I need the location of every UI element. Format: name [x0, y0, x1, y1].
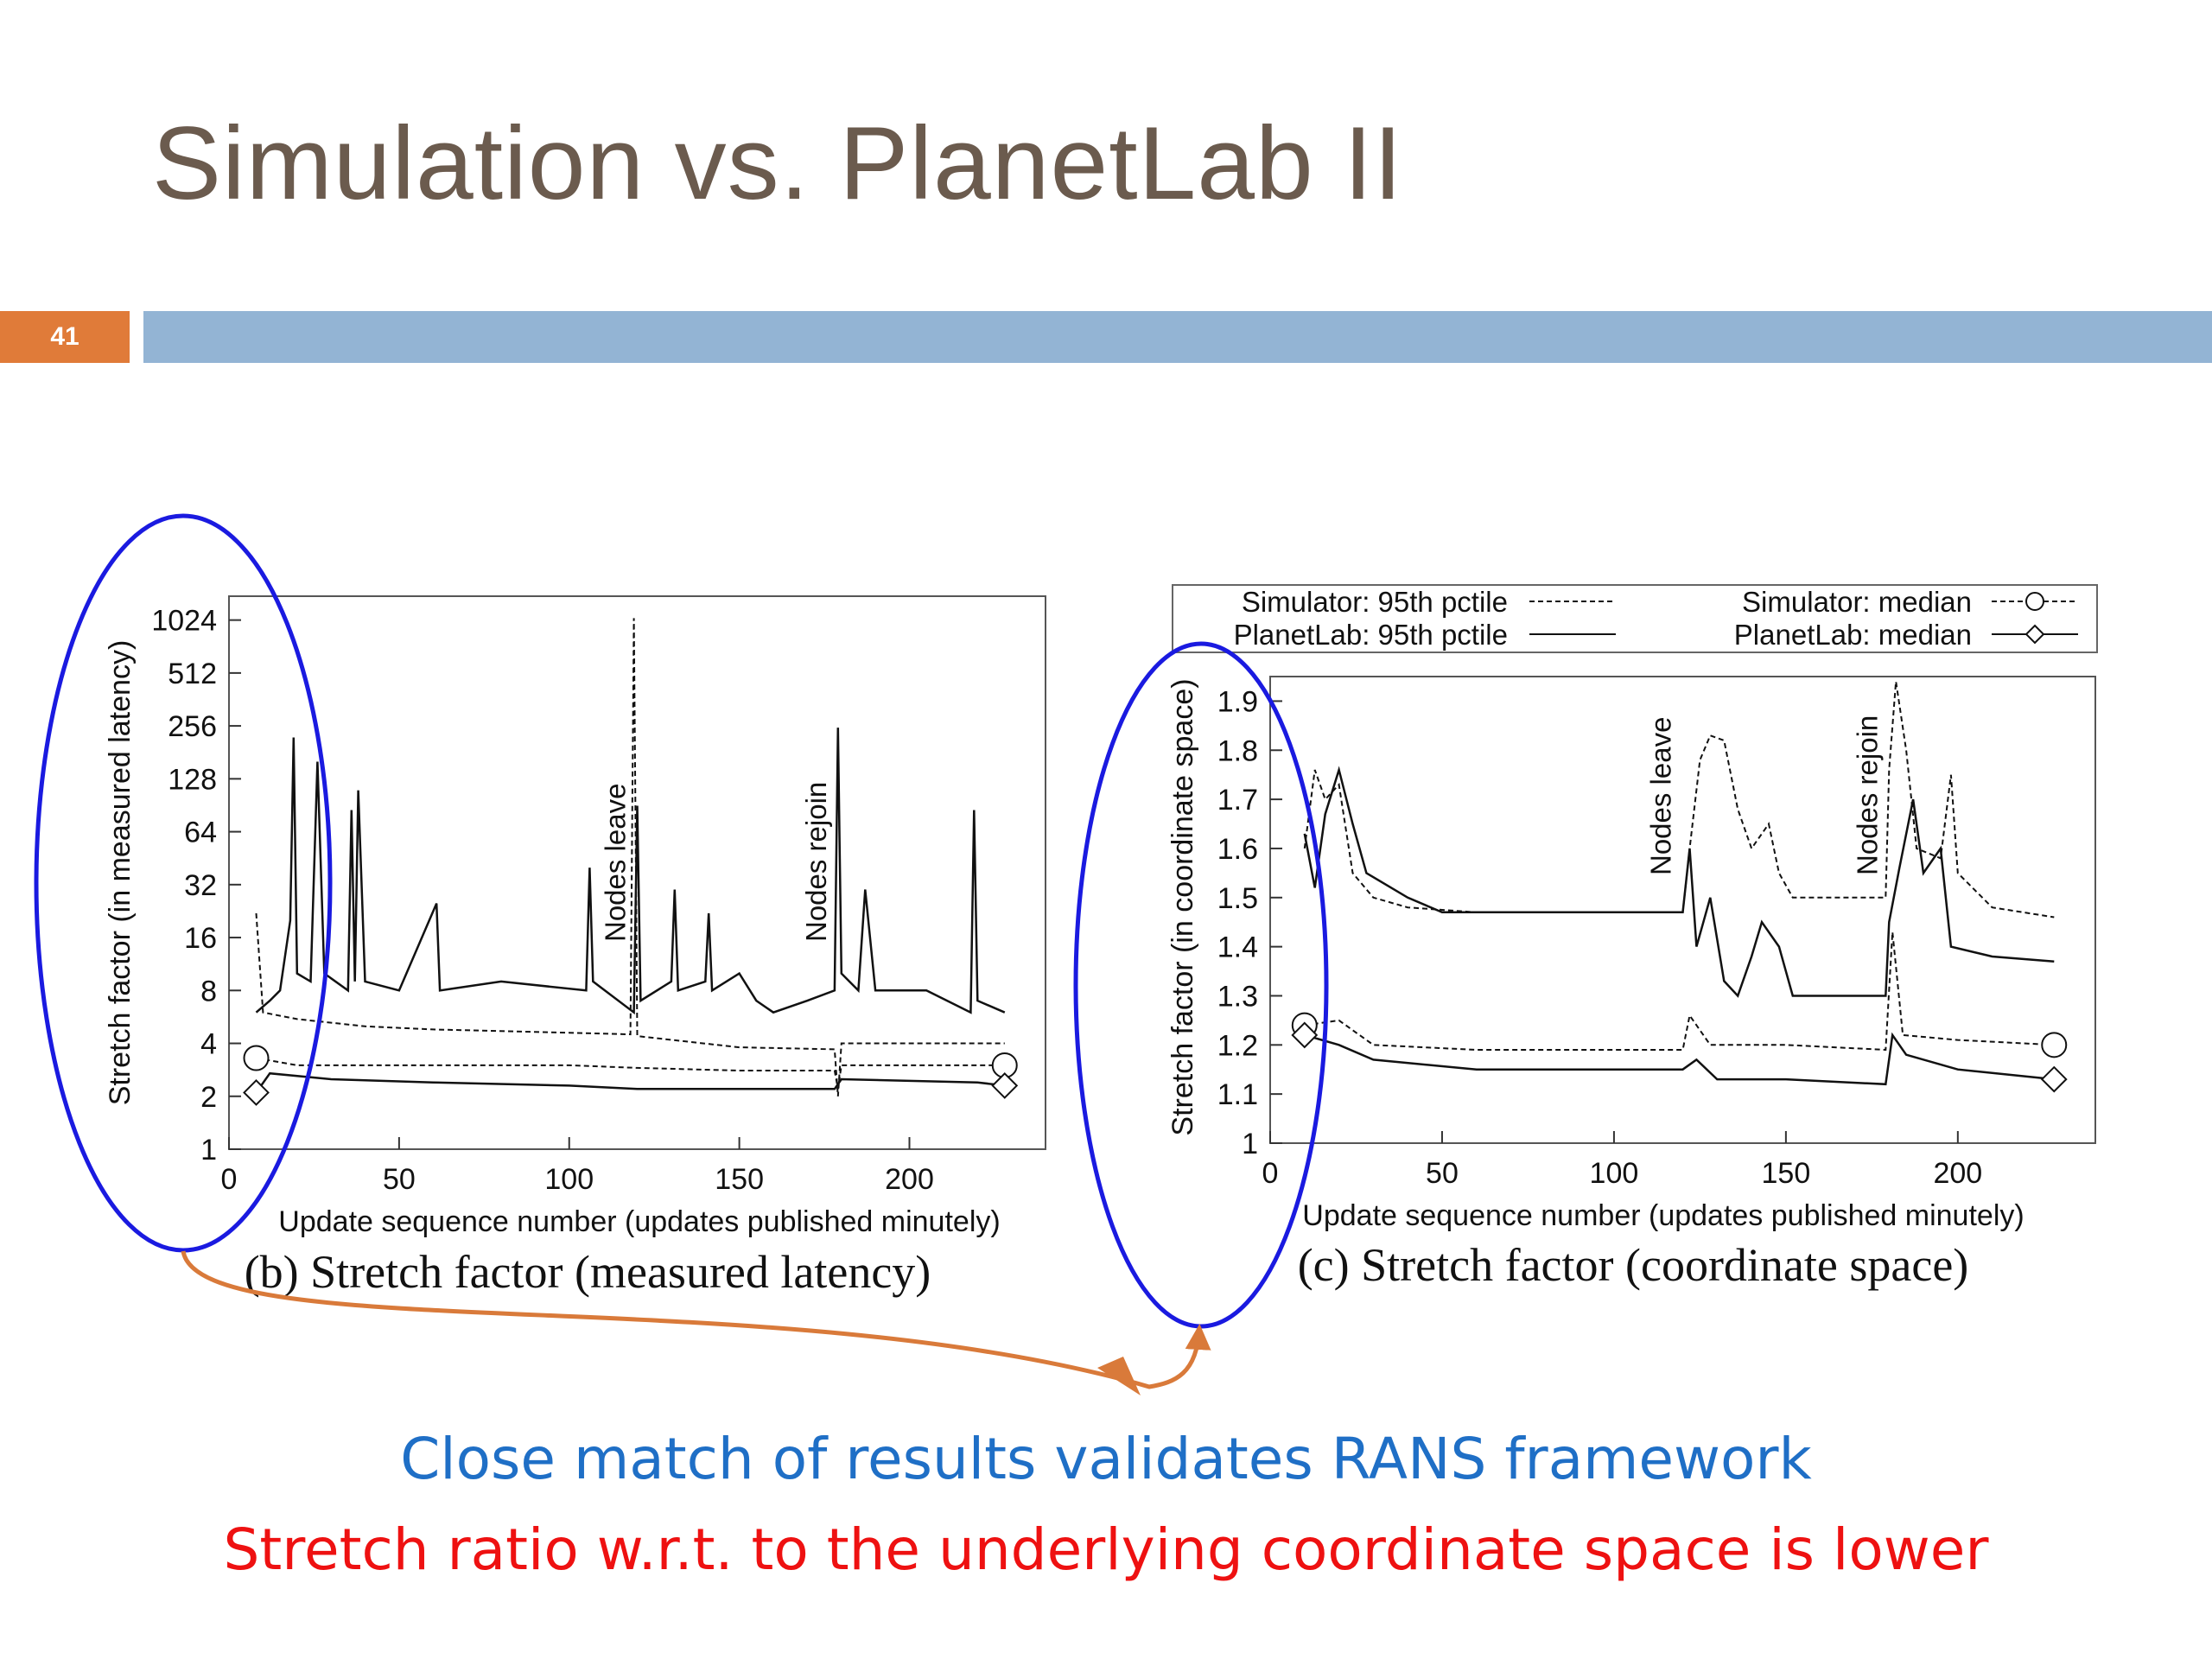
chart-c-y-tick-label: 1.8 — [1217, 734, 1258, 767]
chart-c-x-axis-label: Update sequence number (updates publishe… — [1302, 1199, 2024, 1232]
chart-c-annotation: Nodes leave — [1645, 717, 1677, 875]
chart-b-y-tick-label: 64 — [184, 817, 217, 849]
chart-c-series-line-4 — [1304, 1032, 2055, 1086]
chart-c-series-marker-circle — [2041, 1032, 2068, 1058]
chart-c-legend-label: PlanetLab: 95th pctile — [1234, 619, 1508, 651]
chart-c-legend-box — [1172, 584, 2098, 653]
chart-c-y-tick-label: 1.7 — [1217, 784, 1258, 817]
chart-c-y-tick-label: 1.2 — [1217, 1029, 1258, 1062]
chart-b-x-tick-label: 200 — [885, 1163, 934, 1196]
chart-c-series-marker-diamond — [1291, 1021, 1319, 1049]
connecting-arrow-head — [1097, 1357, 1141, 1395]
chart-c-caption: (c) Stretch factor (coordinate space) — [1298, 1239, 1969, 1291]
chart-b-y-tick-label: 512 — [168, 658, 217, 690]
connecting-arrow — [181, 1250, 1211, 1389]
chart-b-series-marker-circle — [243, 1045, 270, 1071]
chart-b-x-tick-label: 150 — [715, 1163, 764, 1196]
chart-c-legend-label: Simulator: median — [1742, 586, 1972, 618]
chart-b-series-line-3 — [256, 1057, 1005, 1090]
chart-b-caption: (b) Stretch factor (measured latency) — [245, 1246, 931, 1298]
chart-c-legend-label: PlanetLab: median — [1734, 619, 1972, 651]
chart-c-y-tick-label: 1.5 — [1217, 882, 1258, 915]
chart-c-x-tick-label: 50 — [1426, 1157, 1459, 1190]
chart-b-series-line-4 — [255, 1071, 1005, 1094]
chart-b: 1 2 4 8 16 32 64 128 256 512 1024 0 50 100 150 200 Nod… — [104, 595, 1046, 1298]
chart-c-y-tick-label: 1.4 — [1217, 931, 1258, 964]
highlight-ellipse-left — [34, 513, 333, 1253]
chart-c-y-axis-label: Stretch factor (in coordinate space) — [1166, 678, 1199, 1135]
chart-c-series-line-2 — [1303, 766, 2055, 998]
chart-b-x-tick-label: 100 — [544, 1163, 594, 1196]
chart-c-y-tick-label: 1.6 — [1217, 833, 1258, 866]
chart-b-y-tick-label: 128 — [168, 763, 217, 796]
conclusion-text-2: Stretch ratio w.r.t. to the underlying c… — [223, 1516, 1989, 1583]
chart-b-x-axis-label: Update sequence number (updates publishe… — [278, 1205, 1000, 1238]
chart-b-y-tick-label: 32 — [184, 869, 217, 902]
chart-c-legend-label: Simulator: 95th pctile — [1242, 586, 1508, 618]
slide-title: Simulation vs. PlanetLab II — [152, 105, 1403, 221]
conclusion-text-1: Close match of results validates RANS fr… — [400, 1426, 1812, 1492]
chart-c-y-tick-label: 1.3 — [1217, 980, 1258, 1013]
chart-b-y-tick-label: 256 — [168, 710, 217, 743]
chart-c-y-tick-label: 1 — [1242, 1128, 1258, 1160]
chart-c-plot-frame — [1269, 676, 2096, 1144]
chart-b-series-marker-diamond — [243, 1079, 270, 1106]
title-accent-bar — [143, 311, 2212, 363]
chart-c-legend-marker-circle — [2025, 592, 2044, 611]
chart-c-series-line-3 — [1304, 931, 2055, 1052]
chart-c-series-line-1 — [1303, 681, 2055, 918]
page-number-badge: 41 — [0, 311, 130, 363]
chart-b-series-line-2 — [255, 728, 1006, 1015]
chart-b-x-tick-label: 0 — [221, 1163, 238, 1196]
highlight-ellipse-right — [1073, 641, 1329, 1329]
chart-c-x-tick-label: 100 — [1590, 1157, 1639, 1190]
chart-c-y-tick-label: 1.1 — [1217, 1078, 1258, 1111]
chart-c-x-tick-label: 200 — [1933, 1157, 1982, 1190]
chart-b-y-tick-label: 16 — [184, 922, 217, 955]
chart-c-annotation: Nodes rejoin — [1851, 715, 1883, 875]
chart-c-y-tick-label: 1.9 — [1217, 685, 1258, 718]
chart-b-y-axis-label: Stretch factor (in measured latency) — [104, 640, 137, 1106]
chart-b-annotation: Nodes leave — [600, 784, 632, 942]
chart-b-x-tick-label: 50 — [383, 1163, 416, 1196]
chart-b-y-tick-label: 4 — [200, 1028, 217, 1061]
chart-b-y-tick-label: 8 — [200, 975, 217, 1007]
chart-b-y-tick-label: 1024 — [151, 605, 217, 638]
chart-c-x-tick-label: 150 — [1762, 1157, 1811, 1190]
chart-c-legend-marker-diamond — [2024, 624, 2045, 645]
chart-c-x-tick-label: 0 — [1262, 1157, 1279, 1190]
chart-b-annotation: Nodes rejoin — [800, 782, 832, 942]
chart-b-y-tick-label: 2 — [200, 1081, 217, 1114]
chart-b-series-marker-diamond — [991, 1072, 1019, 1099]
chart-b-y-tick-label: 1 — [200, 1134, 217, 1166]
chart-b-plot-frame — [228, 595, 1046, 1150]
chart-c-series-marker-diamond — [2040, 1065, 2068, 1093]
